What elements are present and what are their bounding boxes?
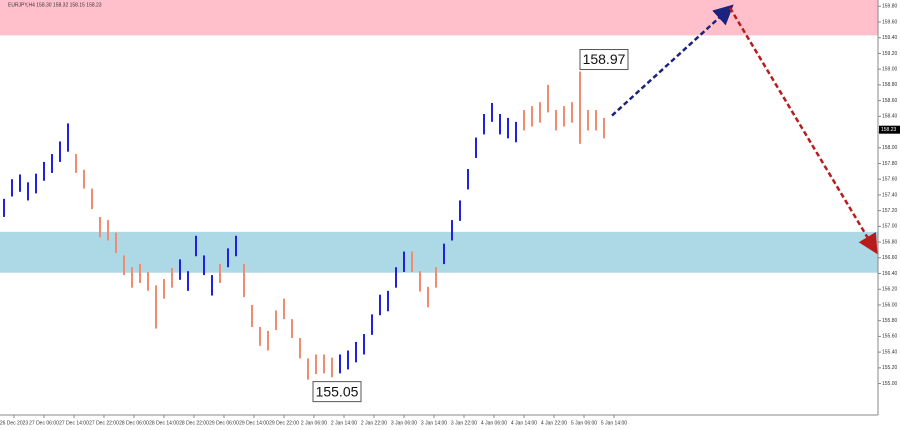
x-tick-label: 4 Jan 14:00 xyxy=(511,420,537,426)
zone xyxy=(0,231,878,273)
y-tick-label: 157.40 xyxy=(882,192,898,198)
x-tick-label: 29 Dec 22:00 xyxy=(269,420,299,426)
x-tick-label: 5 Jan 14:00 xyxy=(601,420,627,426)
x-tick-label: 3 Jan 06:00 xyxy=(391,420,417,426)
y-tick-label: 156.60 xyxy=(882,255,898,261)
annotation-label: 155.05 xyxy=(316,383,359,399)
x-tick-label: 5 Jan 06:00 xyxy=(571,420,597,426)
annotation-box xyxy=(579,49,629,71)
y-tick-label: 156.00 xyxy=(882,302,898,308)
y-tick-label: 159.40 xyxy=(882,35,898,41)
last-price-label: 158.23 xyxy=(881,127,897,133)
y-tick-label: 156.80 xyxy=(882,239,898,245)
y-tick-label: 157.20 xyxy=(882,208,898,214)
y-tick-label: 158.80 xyxy=(882,82,898,88)
y-tick-label: 159.80 xyxy=(882,4,898,10)
x-tick-label: 26 Dec 2023 xyxy=(0,420,28,426)
chart-title: EURJPY,H4 158.30 158.32 158.15 158.23 xyxy=(8,2,102,8)
x-tick-label: 2 Jan 14:00 xyxy=(331,420,357,426)
y-tick-label: 158.60 xyxy=(882,98,898,104)
x-tick-label: 29 Dec 06:00 xyxy=(209,420,239,426)
y-tick-label: 159.20 xyxy=(882,51,898,57)
y-tick-label: 157.60 xyxy=(882,177,898,183)
y-tick-label: 155.40 xyxy=(882,349,898,355)
y-tick-label: 155.60 xyxy=(882,334,898,340)
forecast-arrow xyxy=(728,7,878,255)
y-tick-label: 156.40 xyxy=(882,271,898,277)
y-tick-label: 159.00 xyxy=(882,66,898,72)
x-tick-label: 4 Jan 22:00 xyxy=(541,420,567,426)
annotation-box xyxy=(312,381,362,403)
x-tick-label: 28 Dec 06:00 xyxy=(119,420,149,426)
y-tick-label: 158.40 xyxy=(882,114,898,120)
x-tick-label: 27 Dec 14:00 xyxy=(59,420,89,426)
x-tick-label: 27 Dec 22:00 xyxy=(89,420,119,426)
y-tick-label: 157.80 xyxy=(882,161,898,167)
x-tick-label: 27 Dec 06:00 xyxy=(29,420,59,426)
annotation-label: 158.97 xyxy=(583,51,626,67)
y-tick-label: 155.20 xyxy=(882,365,898,371)
x-tick-label: 4 Jan 06:00 xyxy=(481,420,507,426)
y-tick-label: 155.00 xyxy=(882,381,898,387)
x-tick-label: 3 Jan 22:00 xyxy=(451,420,477,426)
x-tick-label: 2 Jan 06:00 xyxy=(301,420,327,426)
x-tick-label: 3 Jan 14:00 xyxy=(421,420,447,426)
y-tick-label: 159.60 xyxy=(882,19,898,25)
y-tick-label: 157.00 xyxy=(882,224,898,230)
x-tick-label: 2 Jan 22:00 xyxy=(361,420,387,426)
y-tick-label: 155.80 xyxy=(882,318,898,324)
forecast-arrow xyxy=(611,4,734,117)
zone xyxy=(0,0,878,36)
x-tick-label: 28 Dec 14:00 xyxy=(149,420,179,426)
x-tick-label: 28 Dec 22:00 xyxy=(179,420,209,426)
y-tick-label: 158.00 xyxy=(882,145,898,151)
y-tick-label: 156.20 xyxy=(882,287,898,293)
last-price-box xyxy=(879,125,900,134)
x-tick-label: 29 Dec 14:00 xyxy=(239,420,269,426)
